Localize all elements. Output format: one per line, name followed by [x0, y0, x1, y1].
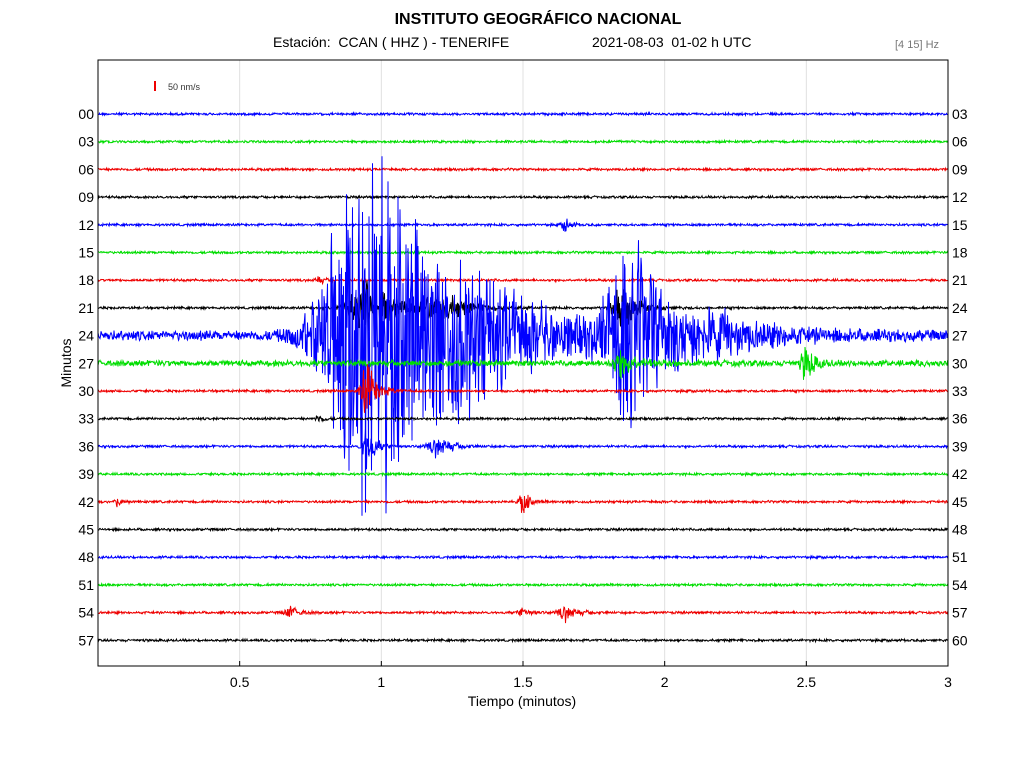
y-tick-label-right: 57: [952, 605, 968, 621]
y-tick-label-right: 27: [952, 328, 968, 344]
scale-bar-label: 50 nm/s: [168, 82, 201, 92]
y-tick-label-left: 51: [78, 577, 94, 593]
y-tick-label-left: 12: [78, 217, 94, 233]
y-tick-label-left: 39: [78, 466, 94, 482]
y-tick-label-right: 03: [952, 106, 968, 122]
trace-30: [97, 364, 949, 413]
trace-57: [97, 637, 949, 644]
trace-15: [97, 249, 949, 256]
trace-54: [97, 605, 949, 624]
y-tick-label-right: 12: [952, 189, 968, 205]
trace-45: [97, 526, 949, 533]
y-tick-label-right: 45: [952, 494, 968, 510]
y-tick-label-right: 48: [952, 522, 968, 538]
y-tick-label-left: 00: [78, 106, 94, 122]
y-tick-label-left: 24: [78, 328, 94, 344]
y-tick-label-right: 30: [952, 355, 968, 371]
trace-03: [97, 138, 949, 145]
y-axis-label: Minutos: [58, 338, 74, 387]
chart-title: INSTITUTO GEOGRÁFICO NACIONAL: [394, 11, 682, 28]
trace-24: [97, 156, 949, 516]
y-tick-label-left: 27: [78, 355, 94, 371]
y-tick-label-right: 24: [952, 300, 968, 316]
y-tick-label-left: 54: [78, 605, 94, 621]
y-tick-label-left: 21: [78, 300, 94, 316]
trace-18: [97, 276, 949, 286]
trace-33: [97, 415, 949, 423]
y-tick-label-right: 21: [952, 272, 968, 288]
y-tick-label-left: 48: [78, 549, 94, 565]
trace-12: [97, 218, 949, 232]
trace-00: [97, 110, 949, 118]
y-tick-label-left: 30: [78, 383, 94, 399]
y-tick-label-left: 57: [78, 632, 94, 648]
y-tick-label-right: 51: [952, 549, 968, 565]
x-tick-label: 2: [661, 674, 669, 690]
y-tick-label-right: 42: [952, 466, 968, 482]
trace-51: [97, 581, 949, 588]
trace-21: [97, 280, 949, 332]
x-tick-label: 2.5: [797, 674, 817, 690]
y-tick-label-right: 39: [952, 438, 968, 454]
y-tick-label-left: 42: [78, 494, 94, 510]
trace-36: [97, 428, 949, 470]
x-tick-label: 1: [377, 674, 385, 690]
y-tick-label-left: 33: [78, 411, 94, 427]
trace-42: [97, 494, 949, 514]
y-tick-label-right: 18: [952, 245, 968, 261]
station-label: Estación: CCAN ( HHZ ) - TENERIFE: [273, 34, 510, 50]
y-tick-label-left: 09: [78, 189, 94, 205]
y-tick-label-right: 33: [952, 383, 968, 399]
trace-group: [97, 110, 949, 644]
y-tick-label-right: 36: [952, 411, 968, 427]
y-tick-label-right: 06: [952, 134, 968, 150]
y-tick-label-right: 54: [952, 577, 968, 593]
trace-48: [97, 554, 949, 561]
x-tick-label: 0.5: [230, 674, 250, 690]
x-tick-label: 3: [944, 674, 952, 690]
x-axis-label: Tiempo (minutos): [468, 693, 576, 709]
y-tick-label-left: 15: [78, 245, 94, 261]
y-tick-label-left: 03: [78, 134, 94, 150]
y-tick-label-right: 60: [952, 632, 968, 648]
y-tick-label-left: 45: [78, 522, 94, 538]
datetime-label: 2021-08-03 01-02 h UTC: [592, 34, 752, 50]
y-tick-label-left: 36: [78, 438, 94, 454]
filter-label: [4 15] Hz: [895, 39, 940, 51]
y-tick-label-right: 09: [952, 161, 968, 177]
trace-27: [97, 346, 949, 380]
y-tick-label-left: 18: [78, 272, 94, 288]
y-tick-label-right: 15: [952, 217, 968, 233]
y-tick-label-left: 06: [78, 161, 94, 177]
x-tick-label: 1.5: [513, 674, 533, 690]
trace-39: [97, 471, 949, 478]
trace-09: [97, 194, 949, 201]
trace-06: [97, 166, 949, 173]
